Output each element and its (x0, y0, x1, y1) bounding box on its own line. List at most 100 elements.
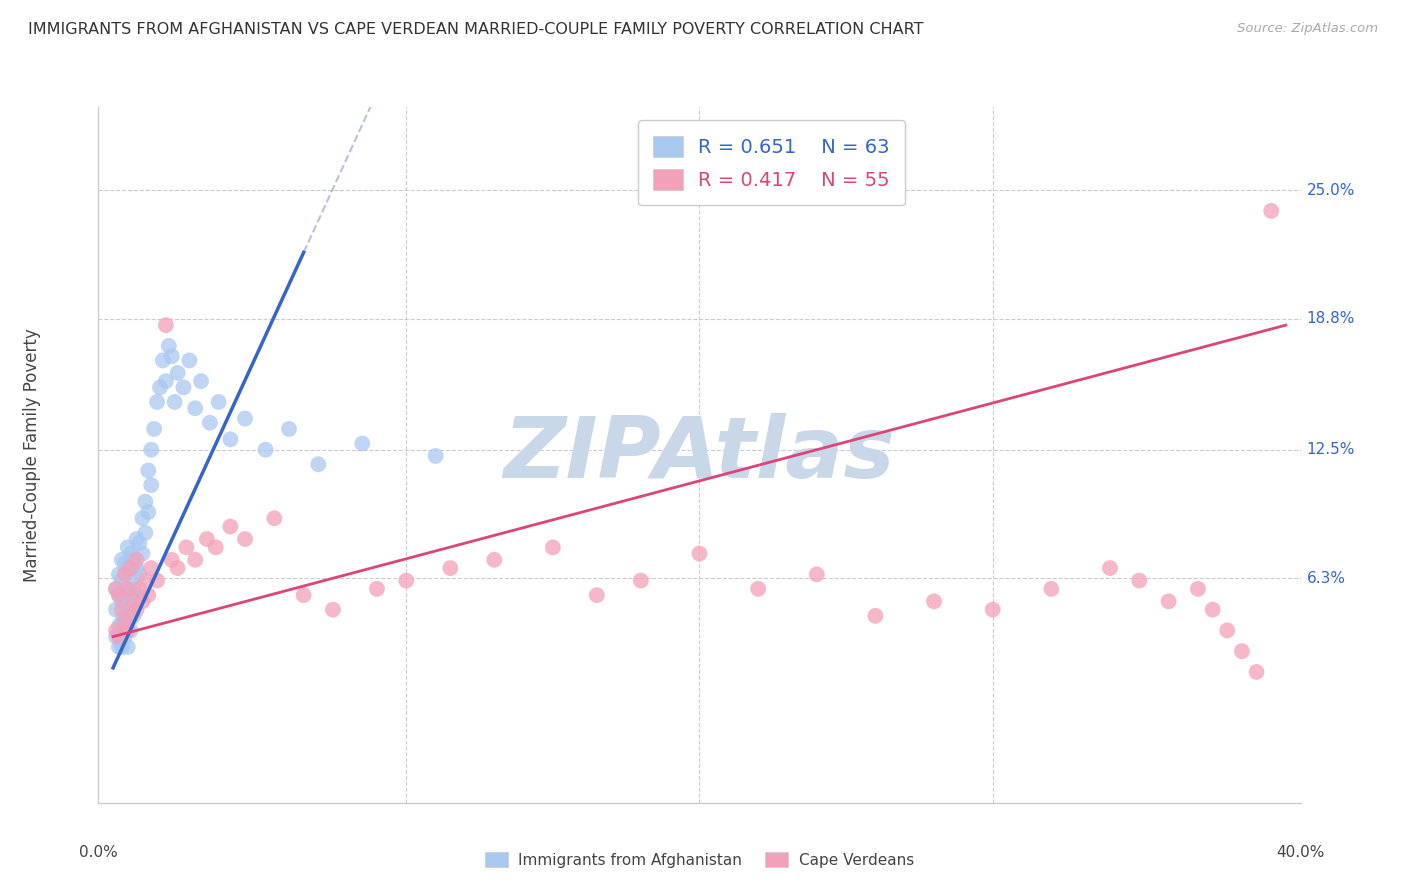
Point (125, 532, 148, 546)
Point (160, 553, 183, 567)
Point (111, 594, 134, 608)
Point (322, 602, 344, 616)
Point (395, 574, 418, 588)
Point (160, 349, 183, 363)
Point (108, 588, 131, 602)
Point (117, 561, 139, 575)
Point (155, 374, 177, 388)
Point (155, 318, 177, 332)
Text: 0.0%: 0.0% (79, 845, 118, 860)
Point (105, 624, 128, 638)
Point (1187, 582, 1209, 596)
Point (117, 582, 139, 596)
Point (484, 553, 506, 567)
Point (166, 366, 188, 380)
Point (439, 561, 461, 575)
Point (307, 457, 329, 471)
Point (152, 353, 174, 368)
Text: Source: ZipAtlas.com: Source: ZipAtlas.com (1237, 22, 1378, 36)
Point (806, 567, 828, 582)
Text: 12.5%: 12.5% (1306, 442, 1355, 458)
Point (134, 494, 156, 508)
Point (114, 557, 136, 571)
Point (120, 624, 142, 638)
Point (131, 511, 153, 525)
Point (125, 588, 148, 602)
Point (865, 608, 887, 623)
Point (131, 594, 153, 608)
Point (172, 380, 194, 394)
Point (120, 561, 142, 575)
Point (117, 541, 139, 555)
Point (254, 442, 277, 457)
Point (1260, 203, 1282, 218)
Point (204, 541, 226, 555)
Point (179, 353, 201, 368)
Point (747, 582, 769, 596)
Point (120, 608, 142, 623)
Point (111, 615, 134, 629)
Point (105, 582, 128, 596)
Point (120, 574, 142, 588)
Point (208, 395, 231, 409)
Point (141, 561, 163, 575)
Point (114, 615, 136, 629)
Point (136, 505, 159, 519)
Point (108, 640, 131, 654)
Text: 40.0%: 40.0% (1277, 845, 1324, 860)
Point (111, 553, 134, 567)
Point (117, 615, 139, 629)
Point (131, 547, 153, 561)
Point (219, 433, 242, 447)
Point (125, 602, 148, 616)
Point (114, 582, 136, 596)
Point (105, 602, 128, 616)
Point (134, 525, 156, 540)
Point (149, 380, 172, 394)
Point (1040, 582, 1063, 596)
Text: IMMIGRANTS FROM AFGHANISTAN VS CAPE VERDEAN MARRIED-COUPLE FAMILY POVERTY CORREL: IMMIGRANTS FROM AFGHANISTAN VS CAPE VERD… (28, 22, 924, 37)
Point (143, 422, 166, 436)
Point (117, 588, 139, 602)
Point (122, 608, 145, 623)
Point (125, 553, 148, 567)
Point (105, 630, 128, 644)
Point (122, 582, 145, 596)
Text: 25.0%: 25.0% (1306, 183, 1355, 198)
Point (136, 588, 159, 602)
Point (166, 561, 188, 575)
Point (125, 561, 148, 575)
Point (1098, 561, 1121, 575)
Point (1201, 602, 1223, 616)
Point (233, 532, 256, 546)
Point (120, 547, 142, 561)
Point (141, 478, 163, 492)
Point (541, 541, 564, 555)
Point (122, 553, 145, 567)
Point (146, 574, 169, 588)
Point (278, 422, 301, 436)
Point (134, 574, 156, 588)
Point (117, 640, 139, 654)
Point (108, 588, 131, 602)
Text: 6.3%: 6.3% (1306, 571, 1346, 586)
Point (198, 416, 221, 430)
Point (114, 608, 136, 623)
Point (114, 630, 136, 644)
Point (108, 567, 131, 582)
Text: ZIPAtlas: ZIPAtlas (503, 413, 896, 497)
Point (184, 553, 207, 567)
Point (120, 599, 142, 613)
Point (111, 602, 134, 616)
Point (111, 640, 134, 654)
Point (184, 401, 207, 416)
Point (122, 594, 145, 608)
Point (1157, 594, 1180, 608)
Point (108, 630, 131, 644)
Point (146, 395, 169, 409)
Point (128, 567, 150, 582)
Point (689, 547, 711, 561)
Point (219, 519, 242, 533)
Point (586, 588, 609, 602)
Point (157, 339, 180, 353)
